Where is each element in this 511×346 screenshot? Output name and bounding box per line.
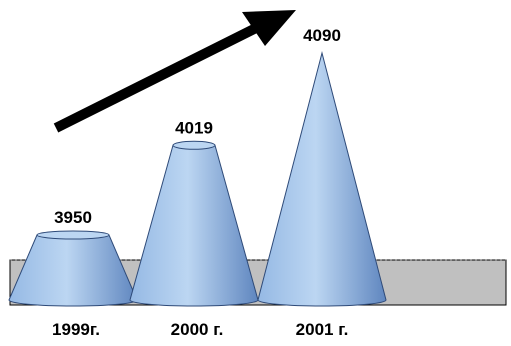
category-label-3: 2001 г.	[296, 320, 349, 339]
trend-arrow-shaft	[53, 22, 261, 133]
category-axis-labels: 1999г. 2000 г. 2001 г.	[52, 320, 348, 339]
trend-arrow	[53, 10, 296, 133]
cone-bar-1	[8, 230, 138, 307]
trend-arrow-head	[242, 10, 296, 46]
category-label-1: 1999г.	[52, 320, 100, 339]
category-label-2: 2000 г.	[171, 320, 224, 339]
cone-body	[8, 234, 138, 307]
cone-bar-3	[257, 51, 387, 307]
data-label-3: 4090	[303, 26, 341, 45]
data-labels: 3950 4019 4090	[54, 26, 341, 227]
data-label-2: 4019	[175, 118, 213, 137]
cone-bar-2	[129, 140, 259, 307]
cone-body	[129, 144, 259, 307]
cone-body	[257, 51, 387, 307]
cone-top	[172, 140, 216, 150]
cone-top	[36, 230, 110, 240]
cone-series	[8, 51, 387, 307]
data-label-1: 3950	[54, 208, 92, 227]
